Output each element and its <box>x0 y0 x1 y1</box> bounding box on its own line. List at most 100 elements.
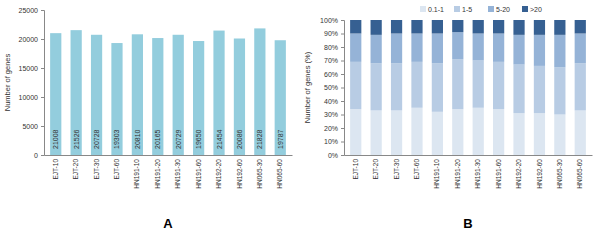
x-tick-label: HN191-60 <box>195 159 202 189</box>
x-axis: EJT-10EJT-20EJT-30EJT-60HN191-10HN191-20… <box>45 156 293 189</box>
y-tick-label: 100% <box>320 17 338 24</box>
y-tick: 50% <box>324 84 344 91</box>
y-tick-label: 5000 <box>22 123 38 130</box>
bar-segment <box>371 20 382 35</box>
data-label: 19650 <box>195 129 202 149</box>
y-tick-label: 60% <box>324 71 338 78</box>
y-tick: 10000 <box>19 94 44 101</box>
bar-segment <box>452 20 463 32</box>
bar-segment <box>432 34 443 64</box>
y-tick-mark <box>41 126 44 127</box>
panel: 2100821526207281930320810201652072919650… <box>3 7 293 189</box>
bar-segment <box>432 20 443 34</box>
x-tick-label: HN192-20 <box>215 159 222 189</box>
x-tick: HN191-30 <box>474 159 481 189</box>
x-tick: EJT-30 <box>393 159 400 180</box>
x-tick: HN191-10 <box>133 159 140 189</box>
x-tick: EJT-30 <box>93 159 100 180</box>
bar-segment <box>391 34 402 64</box>
x-tick-label: HN065-60 <box>576 159 583 189</box>
bar <box>275 40 286 155</box>
x-tick-label: HN065-30 <box>556 159 563 189</box>
y-tick-label: 50% <box>324 84 338 91</box>
x-tick-label: EJT-20 <box>372 159 379 180</box>
y-tick: 5000 <box>22 123 44 130</box>
bar <box>50 33 61 155</box>
x-tick: EJT-60 <box>413 159 420 180</box>
x-tick: HN191-30 <box>174 159 181 189</box>
y-tick-label: 10% <box>324 138 338 145</box>
x-tick: HN065-60 <box>576 159 583 189</box>
bar-segment <box>513 113 524 155</box>
y-tick-mark <box>341 61 344 62</box>
bar-segment <box>473 34 484 61</box>
x-tick: HN191-20 <box>454 159 461 189</box>
x-tick: HN192-20 <box>215 159 222 189</box>
y-tick: 30% <box>324 111 344 118</box>
bar-segment <box>554 67 565 114</box>
x-tick-label: HN191-30 <box>474 159 481 189</box>
legend-label: 5-20 <box>496 6 510 13</box>
data-label: 21454 <box>216 129 223 149</box>
legend-item: >20 <box>522 6 542 13</box>
x-tick-label: EJT-10 <box>352 159 359 180</box>
data-label: 20810 <box>134 129 141 149</box>
bar <box>254 28 265 155</box>
x-tick-label: HN191-20 <box>154 159 161 189</box>
bar-segment <box>534 66 545 113</box>
panel-title: A <box>163 216 173 231</box>
y-axis: 0500010000150002000025000 <box>19 7 45 159</box>
x-tick-label: HN192-20 <box>515 159 522 189</box>
x-tick: EJT-10 <box>52 159 59 180</box>
plot-area <box>350 20 586 155</box>
x-tick-label: HN191-10 <box>433 159 440 189</box>
bar-segment <box>513 65 524 114</box>
y-tick-label: 20% <box>324 125 338 132</box>
x-tick: HN191-20 <box>154 159 161 189</box>
x-tick-label: HN191-60 <box>495 159 502 189</box>
axis-line <box>345 155 593 156</box>
legend-label: 1-5 <box>462 6 472 13</box>
legend-swatch <box>420 6 426 12</box>
legend-swatch <box>454 6 460 12</box>
y-tick-mark <box>41 10 44 11</box>
x-tick-label: HN191-10 <box>133 159 140 189</box>
y-tick-label: 70% <box>324 57 338 64</box>
bar-segment <box>452 32 463 59</box>
y-tick-label: 15000 <box>19 65 39 72</box>
y-tick: 100% <box>320 17 344 24</box>
data-label: 21526 <box>73 129 80 149</box>
bar-segment <box>513 20 524 35</box>
bar <box>91 35 102 155</box>
y-tick-mark <box>341 155 344 156</box>
x-tick-label: HN191-30 <box>174 159 181 189</box>
y-tick: 40% <box>324 98 344 105</box>
data-label: 19303 <box>113 129 120 149</box>
x-tick: HN065-30 <box>556 159 563 189</box>
axis-line <box>45 155 293 156</box>
y-tick-label: 40% <box>324 98 338 105</box>
bar-segment <box>575 20 586 34</box>
x-tick: HN065-30 <box>256 159 263 189</box>
y-tick: 0% <box>328 152 344 159</box>
y-axis-title: Number of genes <box>3 53 12 111</box>
y-tick: 80% <box>324 44 344 51</box>
data-label: 21828 <box>256 129 263 149</box>
bar-segment <box>534 20 545 35</box>
bar-segment <box>452 59 463 109</box>
y-tick-mark <box>341 128 344 129</box>
data-label: 21008 <box>52 129 59 149</box>
panel: 0% 10% 20% 30% 40% 50% 60% 70% 80% 90% 100% EJT-10 E… <box>303 6 593 189</box>
bar-segment <box>473 108 484 155</box>
y-tick-label: 0 <box>34 152 38 159</box>
y-axis-title: Number of genes (%) <box>303 51 312 123</box>
bar-segment <box>534 35 545 66</box>
bar-segment <box>493 109 504 155</box>
y-tick: 90% <box>324 30 344 37</box>
data-label: 20729 <box>175 129 182 149</box>
bar-segment <box>513 35 524 65</box>
legend-item: 0.1-1 <box>420 6 444 13</box>
bar-segment <box>554 20 565 35</box>
y-tick-label: 0% <box>328 152 338 159</box>
y-tick: 20000 <box>19 36 44 43</box>
